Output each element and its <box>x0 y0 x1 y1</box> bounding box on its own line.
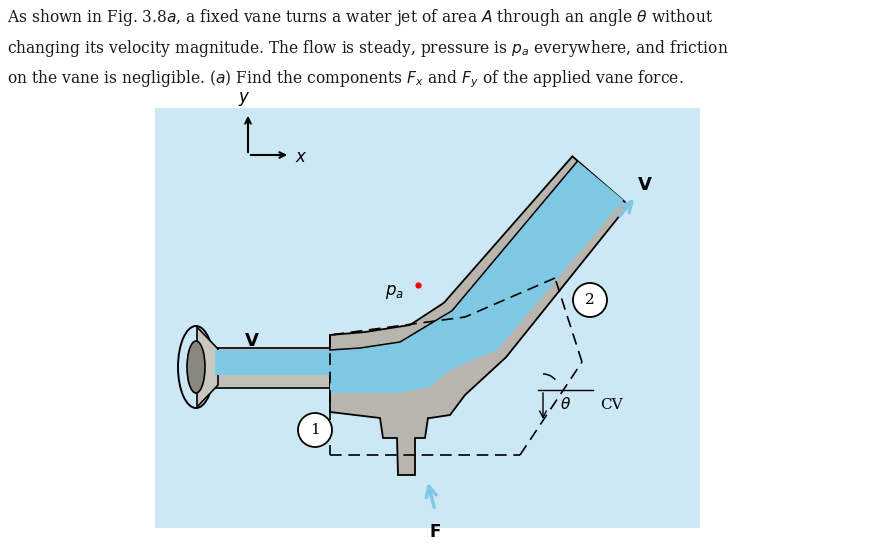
Bar <box>155 108 700 528</box>
Bar <box>215 350 330 375</box>
Text: $\mathbf{V}$: $\mathbf{V}$ <box>244 332 260 350</box>
Text: $x$: $x$ <box>295 148 307 166</box>
Text: CV: CV <box>600 398 623 412</box>
Text: 1: 1 <box>310 423 320 437</box>
Bar <box>215 348 330 388</box>
Circle shape <box>573 283 607 317</box>
Text: $\mathbf{F}$: $\mathbf{F}$ <box>429 524 441 541</box>
Text: 2: 2 <box>585 293 595 307</box>
Polygon shape <box>197 327 218 407</box>
Ellipse shape <box>187 341 205 393</box>
Text: $p_a$: $p_a$ <box>385 283 404 301</box>
Polygon shape <box>330 156 628 475</box>
Text: $\theta$: $\theta$ <box>561 396 571 412</box>
Text: As shown in Fig. 3.8$a$, a fixed vane turns a water jet of area $A$ through an a: As shown in Fig. 3.8$a$, a fixed vane tu… <box>7 7 729 90</box>
Text: $\mathbf{V}$: $\mathbf{V}$ <box>637 176 653 194</box>
Ellipse shape <box>178 326 214 408</box>
Text: $y$: $y$ <box>238 90 250 108</box>
Polygon shape <box>330 161 623 393</box>
Circle shape <box>298 413 332 447</box>
